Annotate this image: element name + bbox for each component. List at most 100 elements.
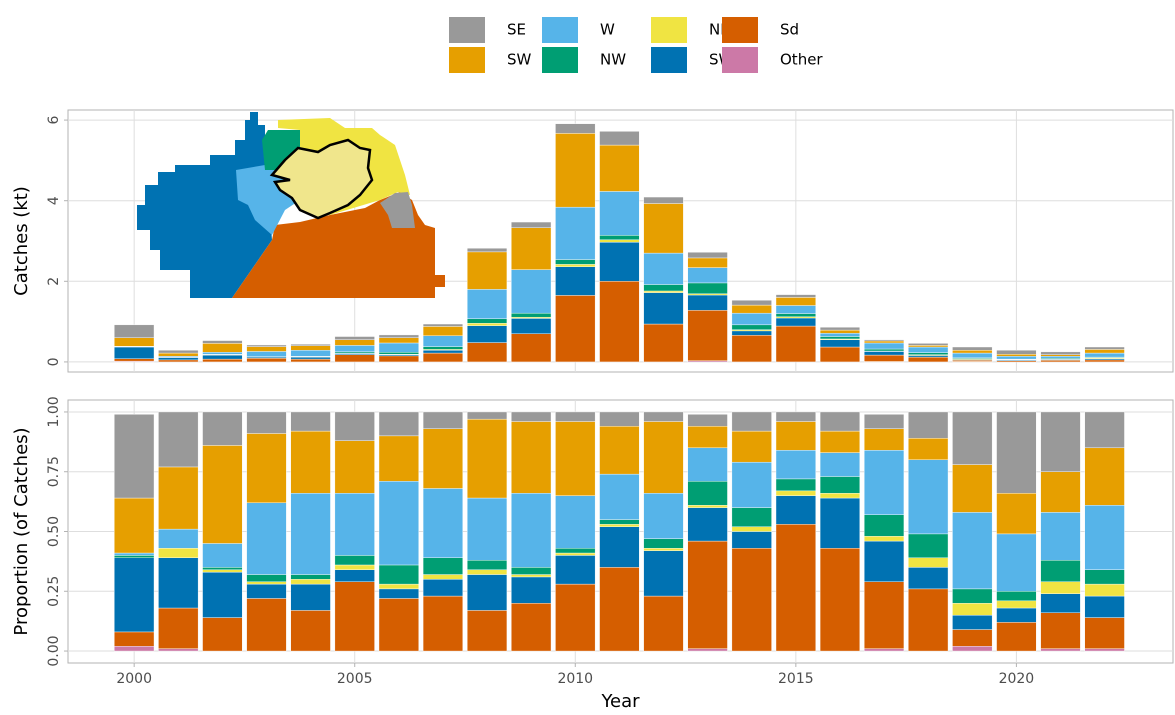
bar-segment [202, 343, 243, 353]
bar-segment [555, 123, 596, 134]
bar-segment [467, 251, 508, 290]
bar-segment [1040, 356, 1081, 359]
bar-segment [952, 464, 993, 513]
panels: 0 2 4 6 Catches (kt) 2000 2005 2010 2015 2020 0.00… [11, 109, 1174, 712]
bar-segment [908, 533, 949, 559]
bar-segment [952, 646, 993, 652]
bar-segment [599, 239, 640, 243]
bar-segment [202, 617, 243, 652]
bar-segment [246, 502, 287, 575]
bar-segment [864, 339, 905, 342]
bar-segment [819, 493, 861, 499]
legend-label: Sd [780, 21, 799, 39]
bar-segment [246, 411, 287, 434]
bar-segment [908, 352, 949, 355]
bar-segment [422, 488, 464, 558]
legend: SESWWNWNESWdSdOther [449, 17, 823, 73]
bar-segment [819, 430, 861, 453]
bar-segment [775, 524, 816, 652]
map-se [380, 192, 415, 228]
bar-segment [1040, 593, 1081, 613]
bar-segment [511, 576, 552, 604]
bar-segment [511, 574, 552, 578]
bar-segment [202, 543, 243, 568]
legend-key [651, 17, 687, 43]
bar-segment [864, 514, 905, 537]
legend-key [722, 47, 758, 73]
bar-segment [290, 574, 331, 580]
bar-segment [246, 598, 287, 652]
bar-segment [290, 350, 331, 357]
bar-segment [952, 588, 993, 604]
bar-segment [1040, 512, 1081, 561]
x-tick-label: 2000 [116, 671, 152, 687]
bar-segment [378, 583, 419, 590]
bar-segment [158, 359, 199, 363]
map-iceland [269, 138, 374, 220]
bar-segment [731, 430, 772, 463]
bar-segment [1084, 583, 1125, 597]
bar-segment [290, 493, 331, 575]
bar-segment [819, 339, 861, 348]
bar-segment [467, 559, 508, 570]
x-axis-title: Year [600, 691, 640, 712]
bar-segment [643, 421, 684, 494]
bar-segment [1040, 351, 1081, 355]
bar-segment [422, 350, 464, 354]
bar-segment [819, 327, 861, 331]
bar-segment [202, 569, 243, 573]
bar-segment [290, 345, 331, 351]
bar-segment [687, 481, 728, 506]
bar-segment [599, 473, 640, 520]
bar-segment [996, 411, 1037, 494]
bar-segment [114, 646, 155, 652]
bar-segment [687, 252, 728, 259]
bar-segment [908, 356, 949, 363]
bar-segment [687, 257, 728, 268]
legend-key [449, 17, 485, 43]
bar-segment [1040, 471, 1081, 513]
bar-segment [1084, 505, 1125, 570]
bar-segment [511, 411, 552, 422]
bar-segment [731, 312, 772, 326]
bar-segment [952, 352, 993, 359]
bar-segment [378, 337, 419, 344]
bar-segment [1084, 349, 1125, 354]
bar-segment [511, 227, 552, 270]
bar-segment [819, 411, 861, 432]
bar-segment [246, 581, 287, 585]
bar-segment [687, 414, 728, 427]
legend-key [722, 17, 758, 43]
bar-segment [952, 346, 993, 351]
bar-segment [467, 574, 508, 611]
bar-segment [819, 329, 861, 334]
bar-segment [687, 426, 728, 449]
bar-segment [819, 497, 861, 549]
bar-segment [864, 348, 905, 352]
bar-segment [908, 345, 949, 348]
bar-segment [555, 548, 596, 554]
bar-segment [775, 297, 816, 306]
bar-segment [952, 411, 993, 465]
bar-segment [864, 342, 905, 350]
bar-segment [864, 450, 905, 515]
bar-segment [1040, 411, 1081, 472]
bar-segment [202, 571, 243, 618]
bar-segment [952, 603, 993, 616]
bar-segment [819, 346, 861, 363]
bar-segment [158, 648, 199, 652]
bar-segment [1040, 354, 1081, 357]
bar-segment [1084, 346, 1125, 350]
bar-segment [599, 411, 640, 427]
bar-segment [731, 330, 772, 336]
bar-segment [202, 445, 243, 544]
bar-segment [202, 354, 243, 360]
bar-segment [864, 340, 905, 344]
bar-segment [775, 313, 816, 317]
y-tick-label: 0 [46, 357, 62, 366]
bar-segment [996, 493, 1037, 535]
x-tick-label: 2005 [337, 671, 373, 687]
bar-segment [1040, 360, 1081, 363]
y-tick-label: 1.00 [46, 396, 62, 427]
bar-segment [908, 567, 949, 590]
